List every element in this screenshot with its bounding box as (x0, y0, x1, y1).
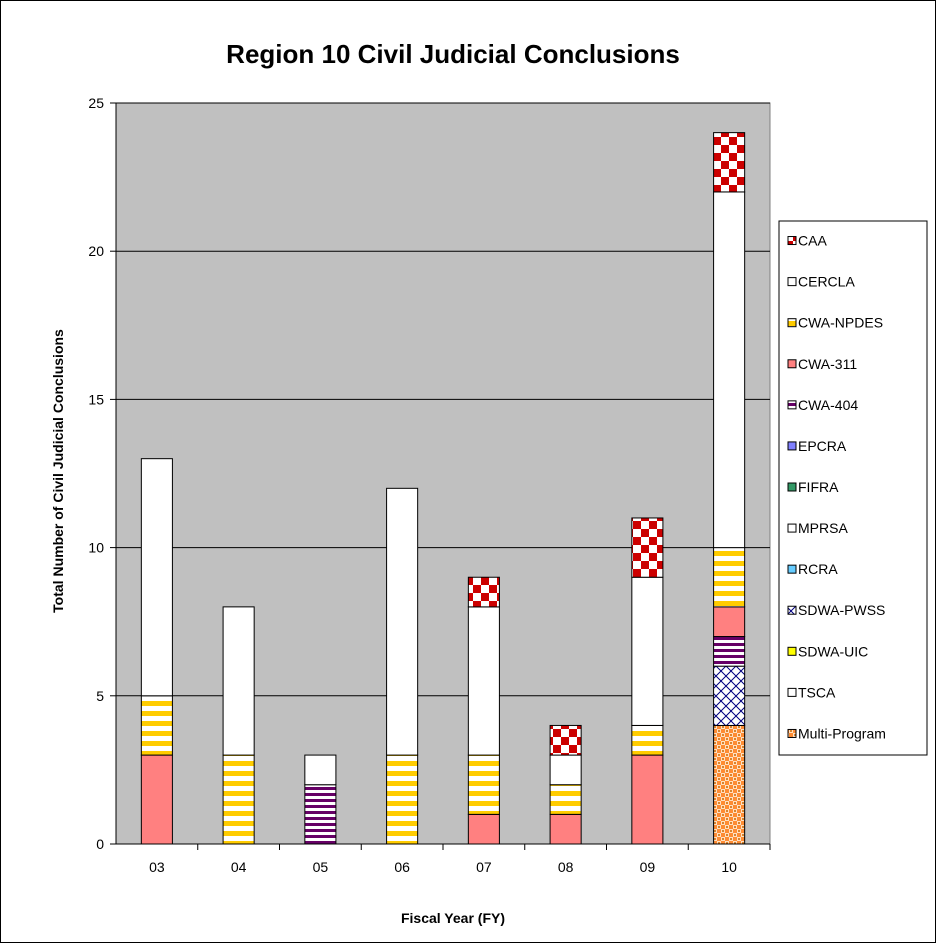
legend-item-label: MPRSA (798, 520, 848, 536)
bar-segment-cercla (304, 754, 337, 786)
bar-segment-cwa-npdes (386, 754, 419, 845)
bar-segment-cercla (222, 606, 255, 756)
legend-swatch (787, 523, 797, 533)
bar-segment-cercla (140, 458, 173, 697)
legend-swatch (787, 646, 797, 656)
y-tick-label: 0 (96, 836, 104, 852)
x-tick-label: 04 (231, 859, 247, 875)
bar-segment-caa (467, 576, 500, 608)
bar-segment-cwa-npdes (549, 784, 582, 815)
x-tick-label: 10 (721, 859, 737, 875)
bar-segment-cwa-npdes (713, 547, 746, 608)
bar-segment-cercla (713, 191, 746, 549)
legend-swatch (787, 236, 797, 246)
legend-item-label: CWA-311 (798, 356, 857, 372)
plot-area (115, 102, 771, 845)
legend-item-label: Multi-Program (798, 725, 886, 741)
bar-segment-cwa-npdes (631, 724, 664, 756)
bar-segment-caa (549, 724, 582, 756)
legend-swatch (787, 318, 797, 328)
y-tick-label: 5 (96, 688, 104, 704)
legend-item-label: CERCLA (798, 274, 855, 290)
bar-segment-cercla (386, 487, 419, 756)
bar-segment-caa (713, 132, 746, 193)
bar-segment-sdwa-pwss (713, 665, 746, 726)
legend-item-label: RCRA (798, 561, 838, 577)
legend-item-label: SDWA-PWSS (798, 602, 885, 618)
bar-segment-cercla (549, 754, 582, 786)
legend-item-label: CAA (798, 233, 827, 249)
x-axis-label: Fiscal Year (FY) (401, 910, 505, 926)
bar-segment-cwa-npdes (140, 695, 173, 756)
legend-swatch (787, 441, 797, 451)
x-tick-label: 03 (149, 859, 165, 875)
bar-segment-cwa-311 (631, 754, 664, 845)
bar-segment-cwa-npdes (467, 754, 500, 815)
legend-swatch (787, 687, 797, 697)
bar-segment-caa (631, 517, 664, 578)
y-axis-label: Total Number of Civil Judicial Conclusio… (50, 329, 66, 613)
chart-title: Region 10 Civil Judicial Conclusions (226, 39, 680, 69)
legend-item-label: CWA-NPDES (798, 315, 883, 331)
bar-segment-cwa-311 (140, 754, 173, 845)
legend-swatch (787, 482, 797, 492)
legend-box (778, 220, 928, 756)
bar-segment-multi-program (713, 724, 746, 845)
y-tick-label: 20 (88, 243, 104, 259)
y-tick-label: 10 (88, 540, 104, 556)
bar-segment-cwa-404 (713, 636, 746, 667)
x-tick-label: 08 (558, 859, 574, 875)
bar-segment-cwa-311 (467, 813, 500, 845)
bar-segment-cercla (467, 606, 500, 756)
legend-swatch (787, 605, 797, 615)
x-tick-label: 09 (640, 859, 656, 875)
bar-segment-cwa-311 (549, 813, 582, 845)
legend-swatch (787, 564, 797, 574)
legend-swatch (787, 277, 797, 287)
legend-item-label: CWA-404 (798, 397, 858, 413)
legend-swatch (787, 359, 797, 369)
legend-swatch (787, 728, 797, 738)
bar-segment-cercla (631, 576, 664, 726)
legend-item-label: SDWA-UIC (798, 643, 868, 659)
legend-item-label: TSCA (798, 684, 836, 700)
legend-swatch (787, 400, 797, 410)
y-tick-label: 25 (88, 95, 104, 111)
legend-item-label: FIFRA (798, 479, 839, 495)
legend-item-label: EPCRA (798, 438, 847, 454)
x-tick-label: 05 (313, 859, 329, 875)
x-tick-label: 06 (394, 859, 410, 875)
bar-segment-cwa-404 (304, 784, 337, 845)
bar-segment-cwa-npdes (222, 754, 255, 845)
y-tick-label: 15 (88, 391, 104, 407)
x-tick-label: 07 (476, 859, 492, 875)
bar-segment-cwa-311 (713, 606, 746, 638)
